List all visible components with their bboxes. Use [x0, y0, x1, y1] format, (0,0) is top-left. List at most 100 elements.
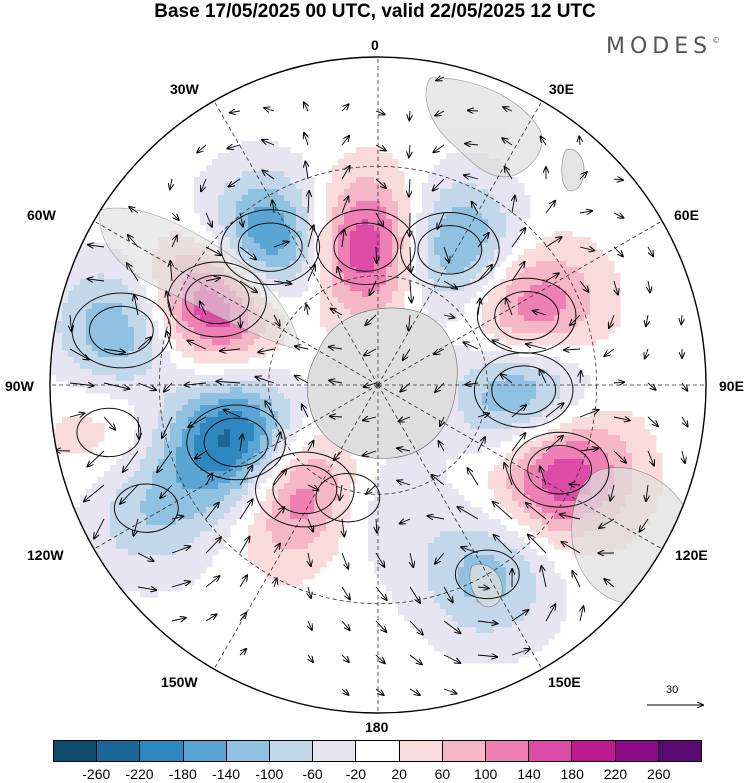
anomaly-cell	[158, 543, 165, 550]
anomaly-cell	[74, 267, 81, 274]
anomaly-cell	[236, 513, 243, 520]
anomaly-cell	[272, 285, 279, 292]
anomaly-cell	[506, 339, 513, 346]
anomaly-cell	[278, 441, 285, 448]
anomaly-cell	[368, 543, 375, 550]
anomaly-cell	[122, 291, 129, 298]
anomaly-cell	[512, 213, 519, 220]
anomaly-cell	[572, 255, 579, 262]
anomaly-cell	[506, 231, 513, 238]
anomaly-cell	[224, 495, 231, 502]
anomaly-cell	[146, 483, 153, 490]
anomaly-cell	[302, 399, 309, 406]
anomaly-cell	[440, 279, 447, 286]
anomaly-cell	[524, 567, 531, 574]
anomaly-cell	[584, 429, 591, 436]
anomaly-cell	[272, 183, 279, 190]
anomaly-cell	[338, 501, 345, 508]
anomaly-cell	[116, 489, 123, 496]
anomaly-cell	[536, 357, 543, 364]
anomaly-cell	[182, 315, 189, 322]
anomaly-cell	[284, 441, 291, 448]
anomaly-cell	[254, 393, 261, 400]
anomaly-cell	[368, 261, 375, 268]
anomaly-cell	[230, 237, 237, 244]
anomaly-cell	[278, 501, 285, 508]
anomaly-cell	[92, 261, 99, 268]
anomaly-cell	[272, 225, 279, 232]
anomaly-cell	[308, 213, 315, 220]
anomaly-cell	[374, 195, 381, 202]
anomaly-cell	[236, 381, 243, 388]
anomaly-cell	[158, 477, 165, 484]
anomaly-cell	[434, 573, 441, 580]
anomaly-cell	[338, 297, 345, 304]
anomaly-cell	[218, 357, 225, 364]
anomaly-cell	[392, 591, 399, 598]
anomaly-cell	[170, 489, 177, 496]
anomaly-cell	[62, 363, 69, 370]
anomaly-cell	[62, 357, 69, 364]
anomaly-cell	[248, 495, 255, 502]
anomaly-cell	[176, 303, 183, 310]
anomaly-cell	[104, 549, 111, 556]
anomaly-cell	[332, 531, 339, 538]
anomaly-cell	[212, 231, 219, 238]
anomaly-cell	[260, 459, 267, 466]
anomaly-cell	[452, 585, 459, 592]
anomaly-cell	[542, 495, 549, 502]
anomaly-cell	[332, 537, 339, 544]
anomaly-cell	[446, 285, 453, 292]
anomaly-cell	[446, 519, 453, 526]
anomaly-cell	[524, 309, 531, 316]
anomaly-cell	[212, 495, 219, 502]
anomaly-cell	[344, 285, 351, 292]
anomaly-cell	[236, 399, 243, 406]
anomaly-cell	[554, 333, 561, 340]
anomaly-cell	[560, 459, 567, 466]
anomaly-cell	[602, 315, 609, 322]
anomaly-cell	[314, 471, 321, 478]
anomaly-cell	[560, 315, 567, 322]
anomaly-cell	[230, 207, 237, 214]
anomaly-cell	[392, 573, 399, 580]
anomaly-cell	[428, 303, 435, 310]
anomaly-cell	[440, 315, 447, 322]
anomaly-cell	[350, 291, 357, 298]
anomaly-cell	[398, 513, 405, 520]
anomaly-cell	[506, 249, 513, 256]
anomaly-cell	[638, 447, 645, 454]
anomaly-cell	[518, 195, 525, 202]
anomaly-cell	[140, 591, 147, 598]
anomaly-cell	[500, 201, 507, 208]
anomaly-cell	[224, 513, 231, 520]
anomaly-cell	[428, 291, 435, 298]
anomaly-cell	[530, 507, 537, 514]
anomaly-cell	[506, 411, 513, 418]
anomaly-cell	[512, 603, 519, 610]
anomaly-cell	[500, 351, 507, 358]
anomaly-cell	[512, 231, 519, 238]
anomaly-cell	[344, 183, 351, 190]
anomaly-cell	[488, 309, 495, 316]
anomaly-cell	[302, 525, 309, 532]
anomaly-cell	[350, 219, 357, 226]
anomaly-cell	[422, 513, 429, 520]
anomaly-cell	[518, 339, 525, 346]
anomaly-cell	[500, 471, 507, 478]
anomaly-cell	[356, 153, 363, 160]
anomaly-cell	[560, 327, 567, 334]
anomaly-cell	[332, 297, 339, 304]
anomaly-cell	[374, 255, 381, 262]
anomaly-cell	[104, 267, 111, 274]
anomaly-cell	[92, 429, 99, 436]
anomaly-cell	[464, 369, 471, 376]
anomaly-cell	[200, 207, 207, 214]
anomaly-cell	[560, 321, 567, 328]
anomaly-cell	[494, 387, 501, 394]
anomaly-cell	[188, 411, 195, 418]
anomaly-cell	[374, 477, 381, 484]
anomaly-cell	[284, 273, 291, 280]
anomaly-cell	[122, 585, 129, 592]
anomaly-cell	[278, 513, 285, 520]
